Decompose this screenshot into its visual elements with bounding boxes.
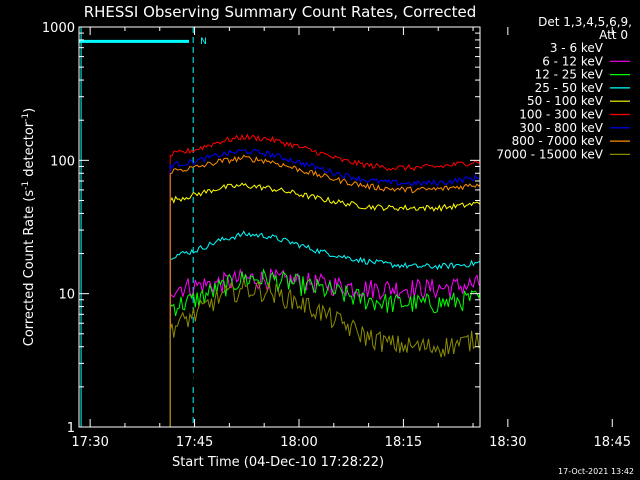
series-line (169, 154, 480, 427)
legend-item-label: 3 - 6 keV (550, 41, 604, 55)
x-tick-label: 18:45 (594, 435, 631, 450)
legend-item-label: 800 - 7000 keV (512, 134, 604, 148)
legend-item-label: 300 - 800 keV (519, 121, 603, 135)
legend-item-label: 100 - 300 keV (519, 108, 603, 122)
y-axis-label-mid: detector (22, 121, 37, 181)
y-tick-label: 10 (58, 288, 75, 303)
series-line (169, 333, 480, 427)
y-tick-label: 1 (67, 421, 75, 436)
series-line (169, 148, 480, 427)
series-line (169, 133, 480, 427)
chart-title: RHESSI Observing Summary Count Rates, Co… (84, 3, 477, 21)
y-axis-label-sup1: -1 (21, 181, 31, 190)
legend-item-label: 12 - 25 keV (535, 68, 604, 82)
series-line (169, 268, 480, 427)
series-line (169, 267, 480, 427)
y-axis-label-main: Corrected Count Rate (s (22, 190, 37, 347)
legend-item-label: 6 - 12 keV (542, 54, 604, 68)
x-axis-label: Start Time (04-Dec-10 17:28:22) (172, 455, 384, 470)
legend-header-line2: Att 0 (599, 28, 628, 42)
y-tick-label: 1000 (42, 21, 75, 36)
plot-content: N (79, 27, 480, 427)
legend-item-label: 7000 - 15000 keV (496, 147, 603, 161)
x-tick-label: 17:30 (71, 435, 108, 450)
x-tick-label: 18:15 (385, 435, 422, 450)
y-axis-label-end: ) (22, 108, 37, 113)
y-axis: 1 10 100 1000 (42, 21, 480, 436)
series-line (169, 182, 480, 427)
legend-item-label: 25 - 50 keV (535, 81, 604, 95)
y-axis-label: Corrected Count Rate (s-1 detector-1) (21, 108, 37, 346)
series-line (169, 278, 480, 427)
series-line (169, 230, 480, 427)
y-tick-label: 100 (50, 154, 75, 169)
plot-area: N (79, 27, 480, 427)
plot-frame (78, 26, 481, 428)
state-marker-label: N (200, 37, 207, 47)
y-axis-label-sup2: -1 (21, 113, 31, 122)
legend-item-label: 50 - 100 keV (527, 94, 604, 108)
legend-header-line1: Det 1,3,4,5,6,9, (538, 15, 632, 29)
x-tick-label: 18:30 (489, 435, 526, 450)
x-tick-label: 17:45 (176, 435, 213, 450)
x-tick-label: 18:00 (280, 435, 317, 450)
footer-timestamp: 17-Oct-2021 13:42 (558, 467, 634, 476)
